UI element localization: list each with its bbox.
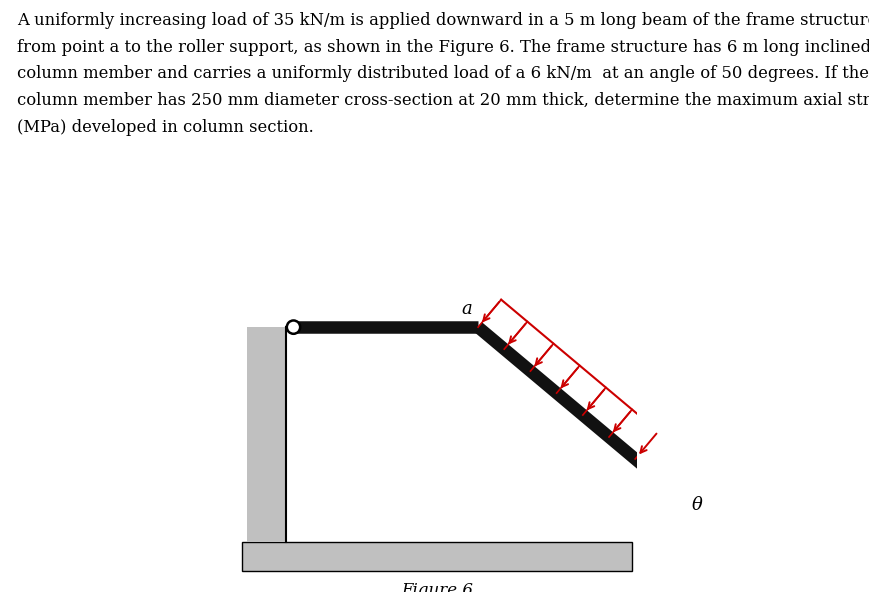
Text: a: a [461,300,472,318]
Circle shape [287,320,300,334]
Polygon shape [704,525,724,538]
Text: Figure 6: Figure 6 [401,582,473,592]
Text: A uniformly increasing load of 35 kN/m is applied downward in a 5 m long beam of: A uniformly increasing load of 35 kN/m i… [17,12,869,136]
Text: θ: θ [692,496,702,514]
Bar [248,327,286,542]
Bar [242,542,632,571]
